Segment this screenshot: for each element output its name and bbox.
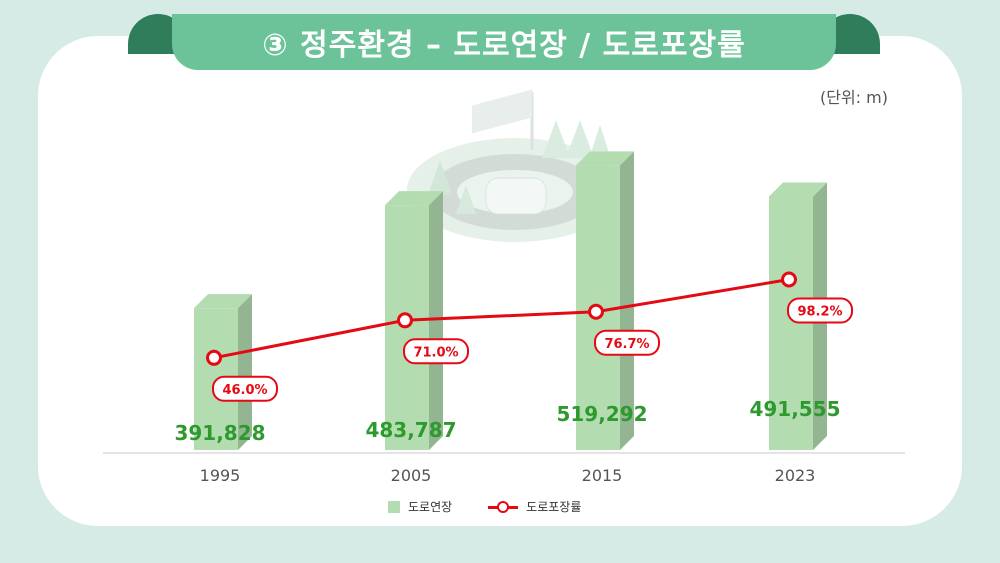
pave-rate-line bbox=[213, 278, 790, 360]
title-banner: ③ 정주환경 – 도로연장 / 도로포장률 bbox=[128, 14, 880, 70]
pave-rate-label: 46.0% bbox=[222, 383, 267, 398]
legend-swatch-line bbox=[488, 500, 519, 513]
bar-side bbox=[429, 191, 443, 450]
legend-label-bar: 도로연장 bbox=[408, 500, 453, 514]
road-illustration-icon bbox=[407, 89, 623, 242]
legend: 도로연장 도로포장률 bbox=[388, 498, 607, 515]
legend-swatch-bar bbox=[388, 500, 400, 513]
pave-rate-point bbox=[206, 349, 222, 366]
pave-rate-point bbox=[588, 303, 604, 320]
bar-value-label: 391,828 bbox=[174, 421, 265, 445]
pave-rate-label: 98.2% bbox=[797, 305, 842, 320]
bar-side bbox=[238, 294, 252, 450]
pave-rate-point bbox=[781, 271, 797, 288]
bar-top bbox=[769, 182, 827, 197]
pave-rate-label-box bbox=[594, 329, 660, 356]
pave-rate-label: 76.7% bbox=[604, 337, 649, 352]
bar-top bbox=[385, 191, 443, 206]
bar-side bbox=[620, 151, 634, 451]
legend-item-line: 도로포장률 bbox=[488, 498, 581, 515]
legend-label-line: 도로포장률 bbox=[526, 500, 582, 514]
x-tick-label: 2005 bbox=[391, 466, 432, 485]
bar-value-label: 491,555 bbox=[749, 397, 840, 421]
pave-rate-label-box bbox=[403, 338, 469, 365]
bar-value-label: 483,787 bbox=[365, 418, 456, 442]
x-tick-label: 2015 bbox=[582, 466, 623, 485]
bar-top bbox=[576, 151, 634, 166]
chart-title: ③ 정주환경 – 도로연장 / 도로포장률 bbox=[172, 14, 836, 70]
x-tick-label: 1995 bbox=[200, 466, 241, 485]
x-tick-label: 2023 bbox=[775, 466, 816, 485]
legend-item-bar: 도로연장 bbox=[388, 498, 452, 515]
bar-top bbox=[194, 294, 252, 309]
pave-rate-label-box bbox=[212, 375, 278, 402]
bar-value-label: 519,292 bbox=[556, 402, 647, 426]
pave-rate-label: 71.0% bbox=[413, 345, 458, 360]
pave-rate-label-box bbox=[787, 297, 853, 324]
unit-label: (단위: m) bbox=[820, 88, 888, 107]
pave-rate-point bbox=[397, 312, 413, 329]
